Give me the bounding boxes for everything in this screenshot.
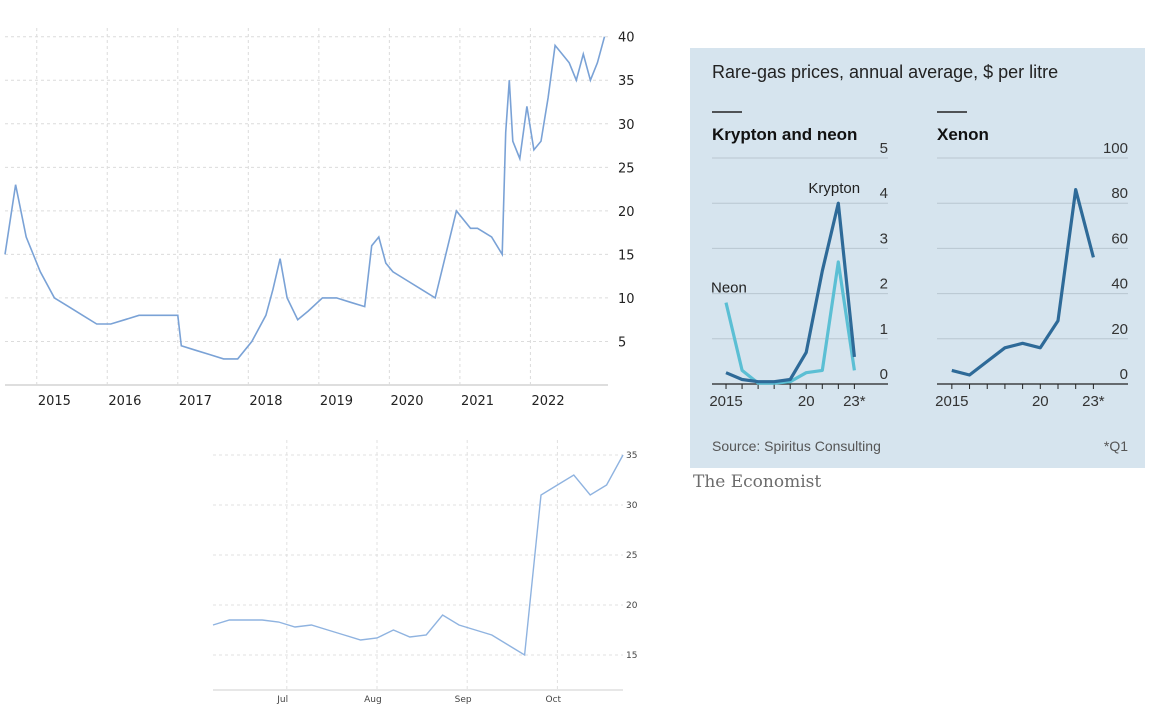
price-line	[4, 36, 606, 360]
x-tick-label: 2020	[390, 394, 423, 409]
publisher-brand: The Economist	[693, 472, 822, 492]
panel-title: Xenon	[937, 125, 989, 144]
y-tick-label: 0	[880, 366, 888, 383]
rare-gas-svg: Rare-gas prices, annual average, $ per l…	[709, 62, 1128, 454]
y-tick-label: 25	[618, 161, 635, 176]
x-tick-label: 2022	[532, 394, 565, 409]
y-tick-label: 30	[618, 118, 635, 133]
x-tick-label: 2021	[461, 394, 494, 409]
y-tick-label: 25	[626, 551, 637, 561]
y-tick-label: 40	[618, 31, 635, 46]
x-tick-label: Sep	[455, 695, 472, 705]
series-label: Krypton	[808, 180, 860, 197]
y-tick-label: 20	[626, 601, 638, 611]
rare-gas-prices-chart: Rare-gas prices, annual average, $ per l…	[690, 48, 1145, 468]
source-note: Source: Spiritus Consulting	[712, 438, 881, 454]
y-tick-label: 5	[880, 140, 888, 157]
series-line	[951, 188, 1095, 377]
chart-title: Rare-gas prices, annual average, $ per l…	[712, 62, 1058, 82]
x-tick-label: 20	[798, 393, 815, 410]
x-tick-label: 2017	[179, 394, 212, 409]
recent-price-chart: 15 20 25 30 35 Jul Aug Sep Oct	[205, 420, 645, 711]
x-tick-label: 2018	[249, 394, 282, 409]
y-tick-label: 15	[618, 248, 635, 263]
recent-price-svg: 15 20 25 30 35 Jul Aug Sep Oct	[212, 440, 638, 705]
x-tick-label: 2015	[935, 393, 968, 410]
y-tick-label: 3	[880, 230, 888, 247]
x-tick-label: 20	[1032, 393, 1049, 410]
series-line	[725, 201, 856, 384]
x-tick-label: 2015	[709, 393, 742, 410]
y-tick-label: 20	[1111, 321, 1128, 338]
price-history-chart: 5 10 15 20 25 30 35 40 2015 2016 2017 2018 2019 2020 2…	[0, 0, 650, 420]
y-tick-label: 2	[880, 276, 888, 293]
y-tick-label: 40	[1111, 276, 1128, 293]
y-tick-label: 0	[1120, 366, 1128, 383]
x-tick-label: 2015	[38, 394, 71, 409]
series-label: Neon	[711, 280, 747, 297]
x-tick-label: 23*	[843, 393, 866, 410]
x-tick-label: 23*	[1082, 393, 1105, 410]
recent-price-line	[212, 454, 624, 657]
y-tick-label: 60	[1111, 230, 1128, 247]
y-tick-label: 4	[880, 185, 888, 202]
x-tick-label: 2016	[108, 394, 141, 409]
y-tick-label: 15	[626, 651, 637, 661]
y-tick-label: 5	[618, 335, 626, 350]
footnote: *Q1	[1104, 438, 1128, 454]
x-tick-label: Oct	[546, 695, 562, 705]
price-history-svg: 5 10 15 20 25 30 35 40 2015 2016 2017 2018 2019 2020 2…	[4, 28, 635, 409]
y-tick-label: 35	[626, 451, 637, 461]
y-tick-label: 20	[618, 205, 635, 220]
y-tick-label: 100	[1103, 140, 1128, 157]
panel-title: Krypton and neon	[712, 125, 857, 144]
y-tick-label: 80	[1111, 185, 1128, 202]
x-tick-label: Aug	[364, 695, 382, 705]
y-tick-label: 30	[626, 501, 638, 511]
x-tick-label: 2019	[320, 394, 353, 409]
y-tick-label: 10	[618, 292, 635, 307]
y-tick-label: 35	[618, 74, 635, 89]
series-line	[724, 260, 856, 385]
x-tick-label: Jul	[276, 695, 288, 705]
y-tick-label: 1	[880, 321, 888, 338]
